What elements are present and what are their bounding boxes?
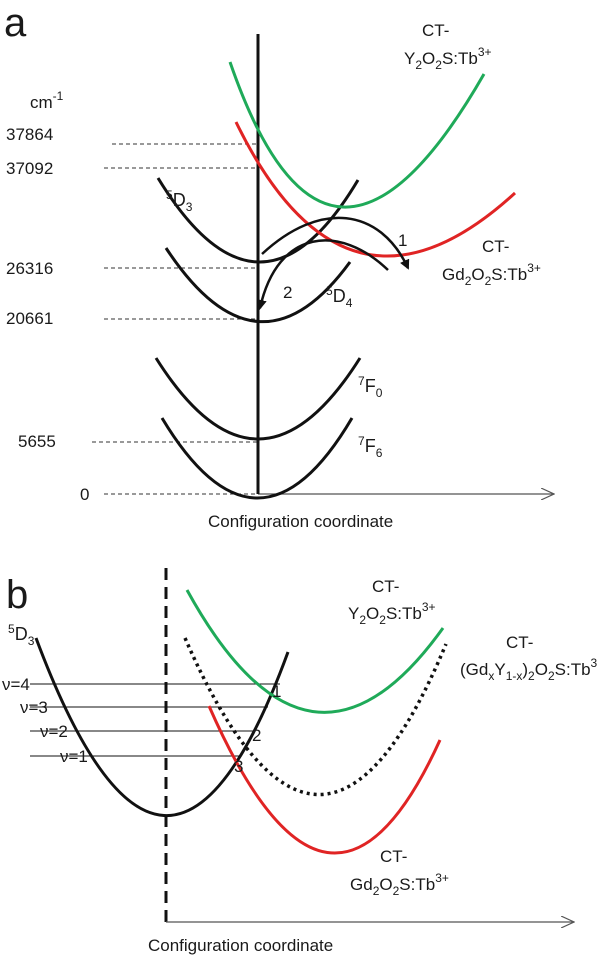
ct-label-y2o2s-b-line1: CT- xyxy=(372,577,399,596)
curve-7f0 xyxy=(154,357,362,441)
ct-label-y2o2s-b-line2: Y2O2S:Tb3+ xyxy=(348,600,436,627)
ct-label-y2o2s-line1: CT- xyxy=(422,21,449,40)
panel-a: a cm-1 37864 37092 26316 20661 5655 0 Co… xyxy=(4,1,554,531)
tick-label-26316: 26316 xyxy=(6,259,53,278)
level-label-4: ν=4 xyxy=(2,675,30,694)
level-label-1: ν=1 xyxy=(60,747,88,766)
crossing-label-2: 2 xyxy=(252,726,261,745)
x-axis-label-b: Configuration coordinate xyxy=(148,936,333,955)
transfer-arrow-1 xyxy=(261,216,410,270)
ct-label-y2o2s-line2: Y2O2S:Tb3+ xyxy=(404,45,492,72)
state-label-7f0: 7F0 xyxy=(358,374,383,400)
ct-label-gd2o2s-b-line1: CT- xyxy=(380,847,407,866)
state-label-5d3: 5D3 xyxy=(166,188,193,214)
ct-label-mixed-b-line2: (GdxY1-x)2O2S:Tb3 xyxy=(460,656,598,683)
ct-curve-gd2o2s-b xyxy=(207,705,442,855)
tick-label-37864: 37864 xyxy=(6,125,53,144)
tick-label-20661: 20661 xyxy=(6,309,53,328)
ct-label-gd2o2s-b-line2: Gd2O2S:Tb3+ xyxy=(350,871,449,898)
crossing-label-1: 1 xyxy=(272,682,281,701)
panel-b: b Configuration coordinate ν=4 ν=3 ν=2 ν… xyxy=(2,568,598,955)
state-label-5d4: 5D4 xyxy=(326,284,353,310)
tick-label-0: 0 xyxy=(80,485,89,504)
tick-label-37092: 37092 xyxy=(6,159,53,178)
level-label-3: ν=3 xyxy=(20,698,48,717)
ct-curve-y2o2s xyxy=(228,61,486,209)
panel-b-letter: b xyxy=(6,573,28,617)
ct-label-mixed-b-line1: CT- xyxy=(506,633,533,652)
curve-5d4 xyxy=(164,247,352,324)
x-axis-label-a: Configuration coordinate xyxy=(208,512,393,531)
arrow-label-2: 2 xyxy=(283,283,292,302)
unit-label: cm-1 xyxy=(30,89,64,112)
arrow-label-1: 1 xyxy=(398,231,407,250)
crossing-label-3: 3 xyxy=(234,757,243,776)
ct-label-gd2o2s-line2: Gd2O2S:Tb3+ xyxy=(442,261,541,288)
ct-curve-y2o2s-b xyxy=(185,589,445,714)
panel-a-letter: a xyxy=(4,1,27,45)
ct-label-gd2o2s-line1: CT- xyxy=(482,237,509,256)
curve-7f6 xyxy=(160,417,354,500)
transfer-arrow-2 xyxy=(256,239,389,310)
ct-curve-mixed-b xyxy=(183,637,448,797)
tick-label-5655: 5655 xyxy=(18,432,56,451)
ct-curve-gd2o2s xyxy=(234,121,517,258)
state-label-7f6: 7F6 xyxy=(358,434,383,460)
state-label-5d3-b: 5D3 xyxy=(8,622,35,648)
level-label-2: ν=2 xyxy=(40,722,68,741)
curve-5d3-b xyxy=(34,637,290,817)
